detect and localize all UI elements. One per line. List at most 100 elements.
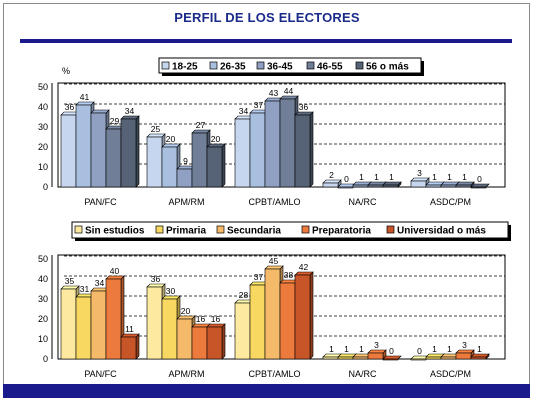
bar bbox=[105, 275, 125, 360]
bar-top bbox=[161, 295, 181, 300]
bar-top bbox=[470, 353, 490, 358]
bar-front bbox=[279, 98, 296, 188]
bar-side bbox=[221, 143, 226, 188]
data-label: 37 bbox=[254, 272, 264, 282]
legend-box bbox=[71, 221, 509, 239]
bar-top bbox=[176, 315, 196, 320]
data-label: 9 bbox=[183, 156, 188, 166]
data-label: 1 bbox=[462, 172, 467, 182]
data-label: 20 bbox=[211, 134, 221, 144]
data-label: 29 bbox=[110, 116, 120, 126]
bar bbox=[455, 181, 475, 188]
bar-front bbox=[206, 326, 223, 360]
legend-box bbox=[158, 57, 422, 74]
data-label: 1 bbox=[432, 172, 437, 182]
bar-front bbox=[206, 146, 223, 188]
data-label: 1 bbox=[477, 344, 482, 354]
bar-front bbox=[249, 284, 266, 360]
bar-top bbox=[146, 283, 166, 288]
legend-swatch bbox=[74, 225, 83, 234]
y-tick-label: 50 bbox=[38, 254, 48, 264]
y-tick-label: 30 bbox=[38, 294, 48, 304]
legend-swatch bbox=[386, 225, 395, 234]
bar-top bbox=[264, 265, 284, 270]
title-rule bbox=[20, 39, 512, 43]
bar-front bbox=[234, 302, 251, 360]
data-label: 0 bbox=[417, 346, 422, 356]
data-label: 31 bbox=[80, 284, 90, 294]
y-tick-label: 40 bbox=[38, 274, 48, 284]
legend-label: Universidad o más bbox=[397, 226, 486, 237]
legend-label: Primaria bbox=[166, 226, 206, 237]
data-label: 36 bbox=[65, 102, 75, 112]
bar-front bbox=[176, 168, 193, 188]
bar-top bbox=[120, 115, 140, 120]
bar-top bbox=[455, 349, 475, 354]
y-tick-label: 20 bbox=[38, 142, 48, 152]
bar-side bbox=[309, 271, 314, 360]
legend-label: 18-25 bbox=[172, 62, 198, 73]
legend-swatch bbox=[155, 225, 164, 234]
data-label: 1 bbox=[359, 172, 364, 182]
bar bbox=[206, 143, 226, 188]
data-label: 2 bbox=[329, 170, 334, 180]
bar-front bbox=[410, 358, 427, 361]
bar-front bbox=[440, 184, 457, 188]
legend-swatch bbox=[301, 225, 310, 234]
bottom-bar bbox=[3, 384, 530, 398]
bar-top bbox=[60, 285, 80, 290]
data-label: 1 bbox=[389, 172, 394, 182]
bar-front bbox=[322, 356, 339, 360]
category-label: ASDC/PM bbox=[430, 369, 471, 379]
data-label: 1 bbox=[359, 344, 364, 354]
bar-front bbox=[294, 274, 311, 360]
bar bbox=[206, 323, 226, 360]
bar-side bbox=[309, 111, 314, 188]
data-label: 40 bbox=[110, 266, 120, 276]
y-tick-label: 10 bbox=[38, 162, 48, 172]
data-label: 34 bbox=[125, 106, 135, 116]
bar-top bbox=[90, 109, 110, 114]
bar-front bbox=[367, 352, 384, 360]
data-label: 1 bbox=[344, 344, 349, 354]
bar-front bbox=[264, 268, 281, 360]
data-label: 1 bbox=[374, 172, 379, 182]
data-label: 1 bbox=[447, 172, 452, 182]
bar-top bbox=[410, 177, 430, 182]
data-label: 0 bbox=[344, 174, 349, 184]
category-label: PAN/FC bbox=[84, 369, 117, 379]
bar-front bbox=[367, 184, 384, 188]
legend-swatch bbox=[256, 61, 265, 70]
bar-front bbox=[382, 358, 399, 361]
bar-top bbox=[146, 133, 166, 138]
legend-label: 46-55 bbox=[317, 62, 343, 73]
data-label: 43 bbox=[269, 88, 279, 98]
legend-label: Sin estudios bbox=[85, 226, 145, 237]
bar-front bbox=[191, 132, 208, 188]
y-tick-label: 40 bbox=[38, 102, 48, 112]
bar-front bbox=[146, 136, 163, 188]
data-label: 1 bbox=[447, 344, 452, 354]
category-label: CPBT/AMLO bbox=[248, 197, 300, 207]
data-label: 3 bbox=[462, 340, 467, 350]
legend-swatch bbox=[306, 61, 315, 70]
y-tick-label: 20 bbox=[38, 314, 48, 324]
bar-front bbox=[105, 128, 122, 188]
bar-top bbox=[279, 95, 299, 100]
bar-top bbox=[120, 333, 140, 338]
bar-front bbox=[234, 118, 251, 188]
data-label: 45 bbox=[269, 256, 279, 266]
category-label: NA/RC bbox=[348, 197, 377, 207]
y-tick-label: 0 bbox=[43, 354, 48, 364]
legend-label: 36-45 bbox=[267, 62, 293, 73]
bar-top bbox=[161, 143, 181, 148]
bar-top bbox=[322, 179, 342, 184]
bar-top bbox=[470, 183, 490, 188]
category-label: NA/RC bbox=[348, 369, 377, 379]
bar-top bbox=[75, 101, 95, 106]
legend: 18-25 26-35 36-45 46-55 56 o más bbox=[158, 57, 424, 76]
legend-swatch bbox=[216, 225, 225, 234]
bar-side bbox=[221, 323, 226, 360]
bar-front bbox=[264, 100, 281, 188]
legend: Sin estudios Primaria Secundaria Preparator… bbox=[71, 221, 511, 241]
